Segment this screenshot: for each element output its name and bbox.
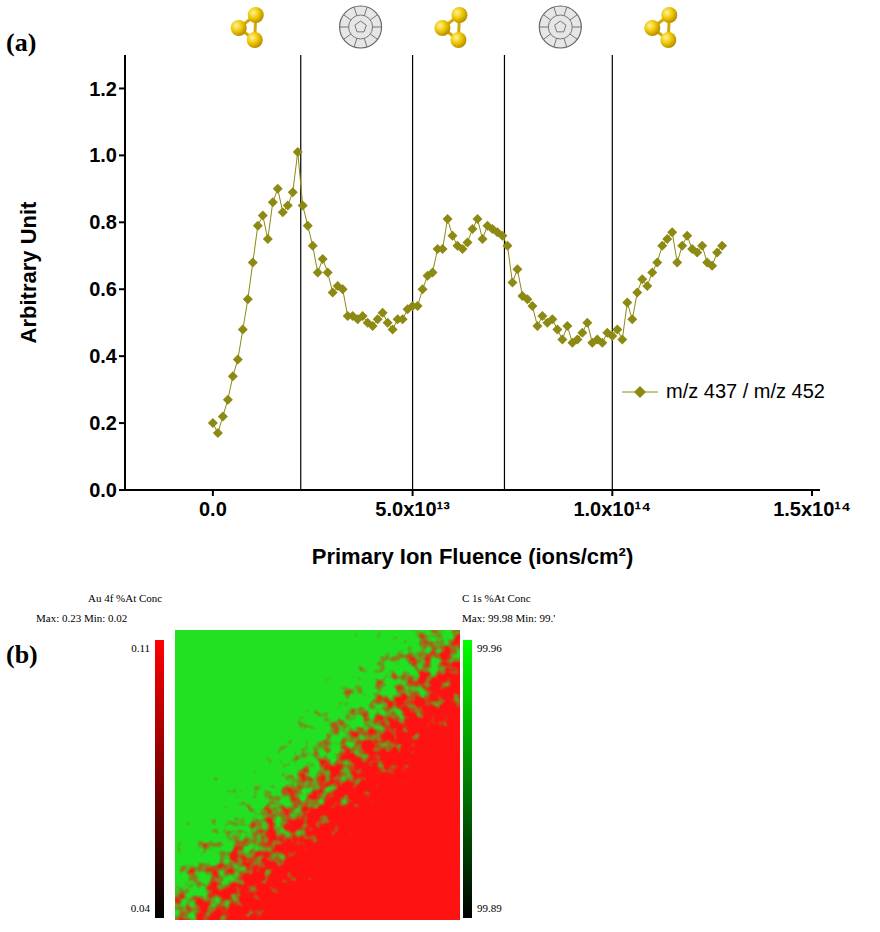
svg-text:0.0: 0.0 xyxy=(199,498,227,520)
html-text:C 1s %At Conc: C 1s %At Conc xyxy=(462,592,531,604)
svg-text:0.0: 0.0 xyxy=(89,479,117,501)
html-text:Au 4f %At Conc: Au 4f %At Conc xyxy=(88,592,163,604)
html-text:(a): (a) xyxy=(6,28,37,57)
html-text:Max: 0.23 Min: 0.02: Max: 0.23 Min: 0.02 xyxy=(36,612,128,624)
html-text:Max: 99.98 Min: 99.': Max: 99.98 Min: 99.' xyxy=(462,612,556,624)
svg-text:1.5x10¹⁴: 1.5x10¹⁴ xyxy=(773,498,851,520)
html-text:99.89: 99.89 xyxy=(477,902,502,914)
svg-text:1.0: 1.0 xyxy=(89,144,117,166)
svg-text:5.0x10¹³: 5.0x10¹³ xyxy=(375,498,450,520)
svg-text:Primary Ion Fluence (ions/cm²): Primary Ion Fluence (ions/cm²) xyxy=(312,544,634,569)
html-text:0.04: 0.04 xyxy=(130,902,150,914)
svg-text:0.4: 0.4 xyxy=(89,345,118,367)
html-text:m/z 437 / m/z 452: m/z 437 / m/z 452 xyxy=(666,380,825,402)
html-text:0.11: 0.11 xyxy=(131,642,150,654)
svg-text:0.2: 0.2 xyxy=(89,412,117,434)
svg-text:1.2: 1.2 xyxy=(89,78,117,100)
svg-text:0.6: 0.6 xyxy=(89,278,117,300)
svg-text:0.8: 0.8 xyxy=(89,211,117,233)
svg-text:Arbitrary Unit: Arbitrary Unit xyxy=(16,201,41,343)
svg-text:1.0x10¹⁴: 1.0x10¹⁴ xyxy=(573,498,651,520)
html-text:99.96: 99.96 xyxy=(477,642,502,654)
html-text:(b): (b) xyxy=(6,640,38,669)
